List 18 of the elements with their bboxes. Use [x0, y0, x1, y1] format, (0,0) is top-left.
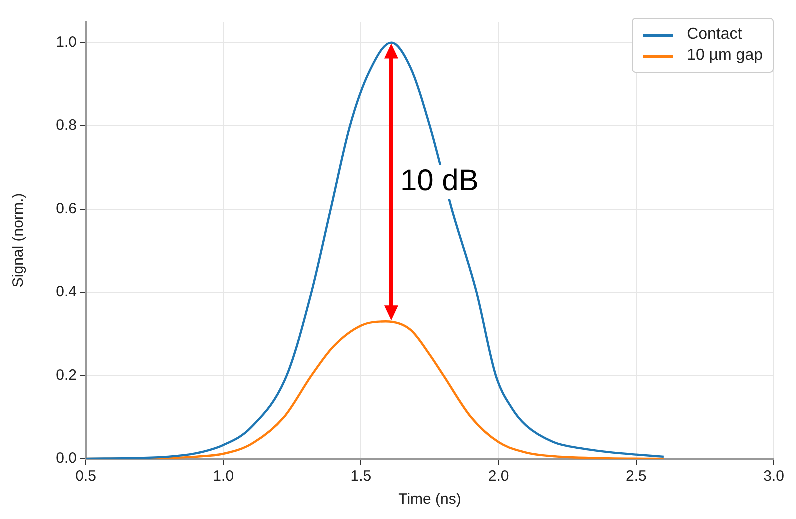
x-tick-label: 2.5	[626, 468, 647, 486]
y-axis-title: Signal (norm.)	[10, 193, 28, 288]
annotation: 10 dB	[400, 164, 479, 198]
legend-label: Contact	[687, 26, 742, 44]
legend-label: 10 µm gap	[687, 47, 763, 65]
x-tick-label: 2.0	[488, 468, 510, 486]
x-tick-label: 3.0	[764, 468, 784, 486]
x-tick-label: 1.0	[213, 468, 234, 486]
x-tick-label: 1.5	[350, 468, 372, 486]
y-tick-label: 1.0	[56, 34, 77, 51]
y-tick-label: 0.8	[56, 117, 77, 134]
y-tick-label: 0.6	[56, 200, 77, 218]
x-axis-title: Time (ns)	[398, 491, 462, 508]
x-tick-label: 0.5	[76, 468, 96, 486]
line-series	[86, 42, 666, 459]
y-tick-label: 0.2	[56, 366, 77, 384]
y-tick-label: 0.4	[56, 284, 77, 301]
y-tick-label: 0.0	[56, 450, 77, 468]
